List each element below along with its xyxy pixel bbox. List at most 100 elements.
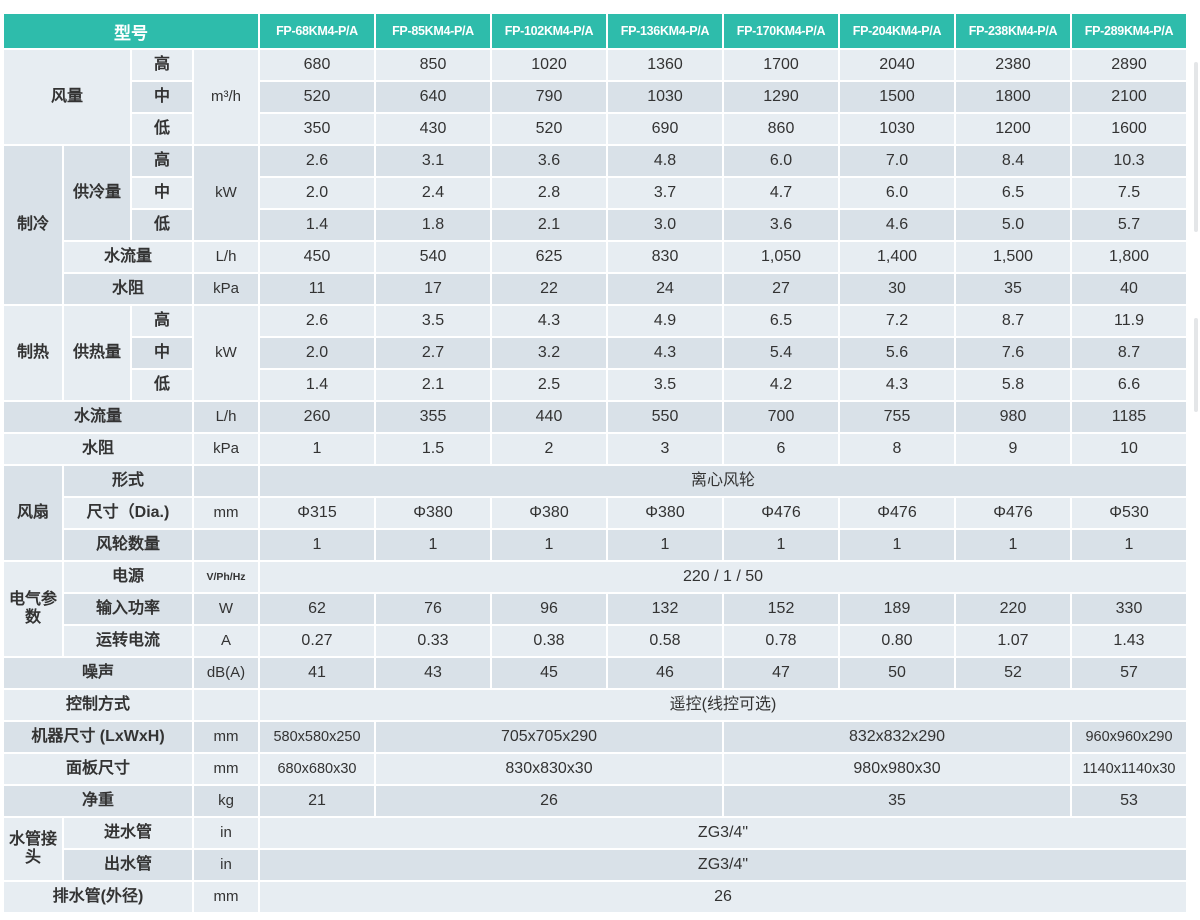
value-cell: 680x680x30 [260,754,374,784]
value-cell: 1.8 [376,210,490,240]
value-cell: 43 [376,658,490,688]
value-cell: 5.0 [956,210,1070,240]
scrollbar[interactable] [1194,62,1198,232]
value-cell: 1.07 [956,626,1070,656]
unit-label: mm [194,754,258,784]
value-cell-span: 26 [376,786,722,816]
group-label-pipes: 水管接头 [4,818,62,880]
value-cell: 330 [1072,594,1186,624]
row-label: 水阻 [64,274,192,304]
value-cell: 2.1 [376,370,490,400]
unit-label: mm [194,498,258,528]
value-cell: 1140x1140x30 [1072,754,1186,784]
table-row: 风扇 形式 离心风轮 [4,466,1186,560]
unit-label: L/h [194,242,258,272]
group-label-cooling: 制冷 [4,146,62,304]
value-cell: 53 [1072,786,1186,816]
value-cell: 1 [376,530,490,560]
table-row: 制冷 供冷量 高 kW 2.6 3.1 3.6 4.8 6.0 7.0 8.4 … [4,146,1186,304]
value-cell: 4.3 [840,370,954,400]
value-cell: 0.27 [260,626,374,656]
table-row: 水流量 L/h 260 355 440 550 700 755 980 1185 [4,402,1186,432]
value-cell: 860 [724,114,838,144]
value-cell: 440 [492,402,606,432]
value-cell: 2.0 [260,338,374,368]
value-cell: 27 [724,274,838,304]
table-row: 低 1.4 2.1 2.5 3.5 4.2 4.3 5.8 6.6 [4,370,1186,400]
value-cell: 45 [492,658,606,688]
value-cell: Φ380 [492,498,606,528]
value-cell: 1.4 [260,210,374,240]
value-cell: 6 [724,434,838,464]
value-cell: 7.0 [840,146,954,176]
row-label: 形式 [64,466,192,496]
value-cell: Φ380 [376,498,490,528]
value-cell: 57 [1072,658,1186,688]
table-row: 中 2.0 2.4 2.8 3.7 4.7 6.0 6.5 7.5 [4,178,1186,208]
value-cell: 1700 [724,50,838,80]
value-cell: 10 [1072,434,1186,464]
table-row: 运转电流 A 0.27 0.33 0.38 0.58 0.78 0.80 1.0… [4,626,1186,656]
value-cell: 350 [260,114,374,144]
value-cell: 690 [608,114,722,144]
value-cell: 6.0 [840,178,954,208]
value-cell: 2380 [956,50,1070,80]
level-label: 低 [132,210,192,240]
value-cell-span: 705x705x290 [376,722,722,752]
model-column-header: FP-102KM4-P/A [492,14,606,48]
value-cell: 355 [376,402,490,432]
value-cell: 0.38 [492,626,606,656]
value-cell: 3.5 [376,306,490,336]
value-cell-span: ZG3/4" [260,850,1186,880]
row-label: 输入功率 [64,594,192,624]
level-label: 高 [132,306,192,336]
value-cell: 700 [724,402,838,432]
value-cell: 1030 [608,82,722,112]
value-cell: 3.6 [492,146,606,176]
row-label: 尺寸（Dia.) [64,498,192,528]
value-cell: 2890 [1072,50,1186,80]
value-cell: 132 [608,594,722,624]
value-cell: 4.6 [840,210,954,240]
value-cell: Φ476 [956,498,1070,528]
table-row: 电气参数 电源 V/Ph/Hz 220 / 1 / 50 [4,562,1186,656]
row-label: 运转电流 [64,626,192,656]
value-cell: 0.33 [376,626,490,656]
value-cell: 3.0 [608,210,722,240]
level-label: 低 [132,370,192,400]
value-cell: 5.4 [724,338,838,368]
row-label: 出水管 [64,850,192,880]
value-cell: 76 [376,594,490,624]
table-row: 排水管(外径) mm 26 [4,882,1186,912]
value-cell: 4.8 [608,146,722,176]
value-cell-span: 220 / 1 / 50 [260,562,1186,592]
value-cell: 2.8 [492,178,606,208]
value-cell: 960x960x290 [1072,722,1186,752]
value-cell: 189 [840,594,954,624]
value-cell: 540 [376,242,490,272]
value-cell: 550 [608,402,722,432]
value-cell: 1,400 [840,242,954,272]
value-cell: 1.4 [260,370,374,400]
model-column-header: FP-170KM4-P/A [724,14,838,48]
scrollbar[interactable] [1194,318,1198,412]
model-header-label: 型号 [4,14,258,48]
value-cell: 3.5 [608,370,722,400]
value-cell: 1 [492,530,606,560]
value-cell: 2.6 [260,146,374,176]
value-cell: 5.8 [956,370,1070,400]
value-cell: 4.7 [724,178,838,208]
value-cell: 1,800 [1072,242,1186,272]
row-label: 水阻 [4,434,192,464]
value-cell: 1360 [608,50,722,80]
value-cell: 625 [492,242,606,272]
value-cell: 2.0 [260,178,374,208]
value-cell: 1 [260,530,374,560]
value-cell: 96 [492,594,606,624]
unit-label: kW [194,146,258,240]
group-label-heating: 制热 [4,306,62,400]
table-row: 机器尺寸 (LxWxH) mm 580x580x250 705x705x290 … [4,722,1186,752]
value-cell: 3.7 [608,178,722,208]
value-cell: 35 [956,274,1070,304]
value-cell: 1 [724,530,838,560]
